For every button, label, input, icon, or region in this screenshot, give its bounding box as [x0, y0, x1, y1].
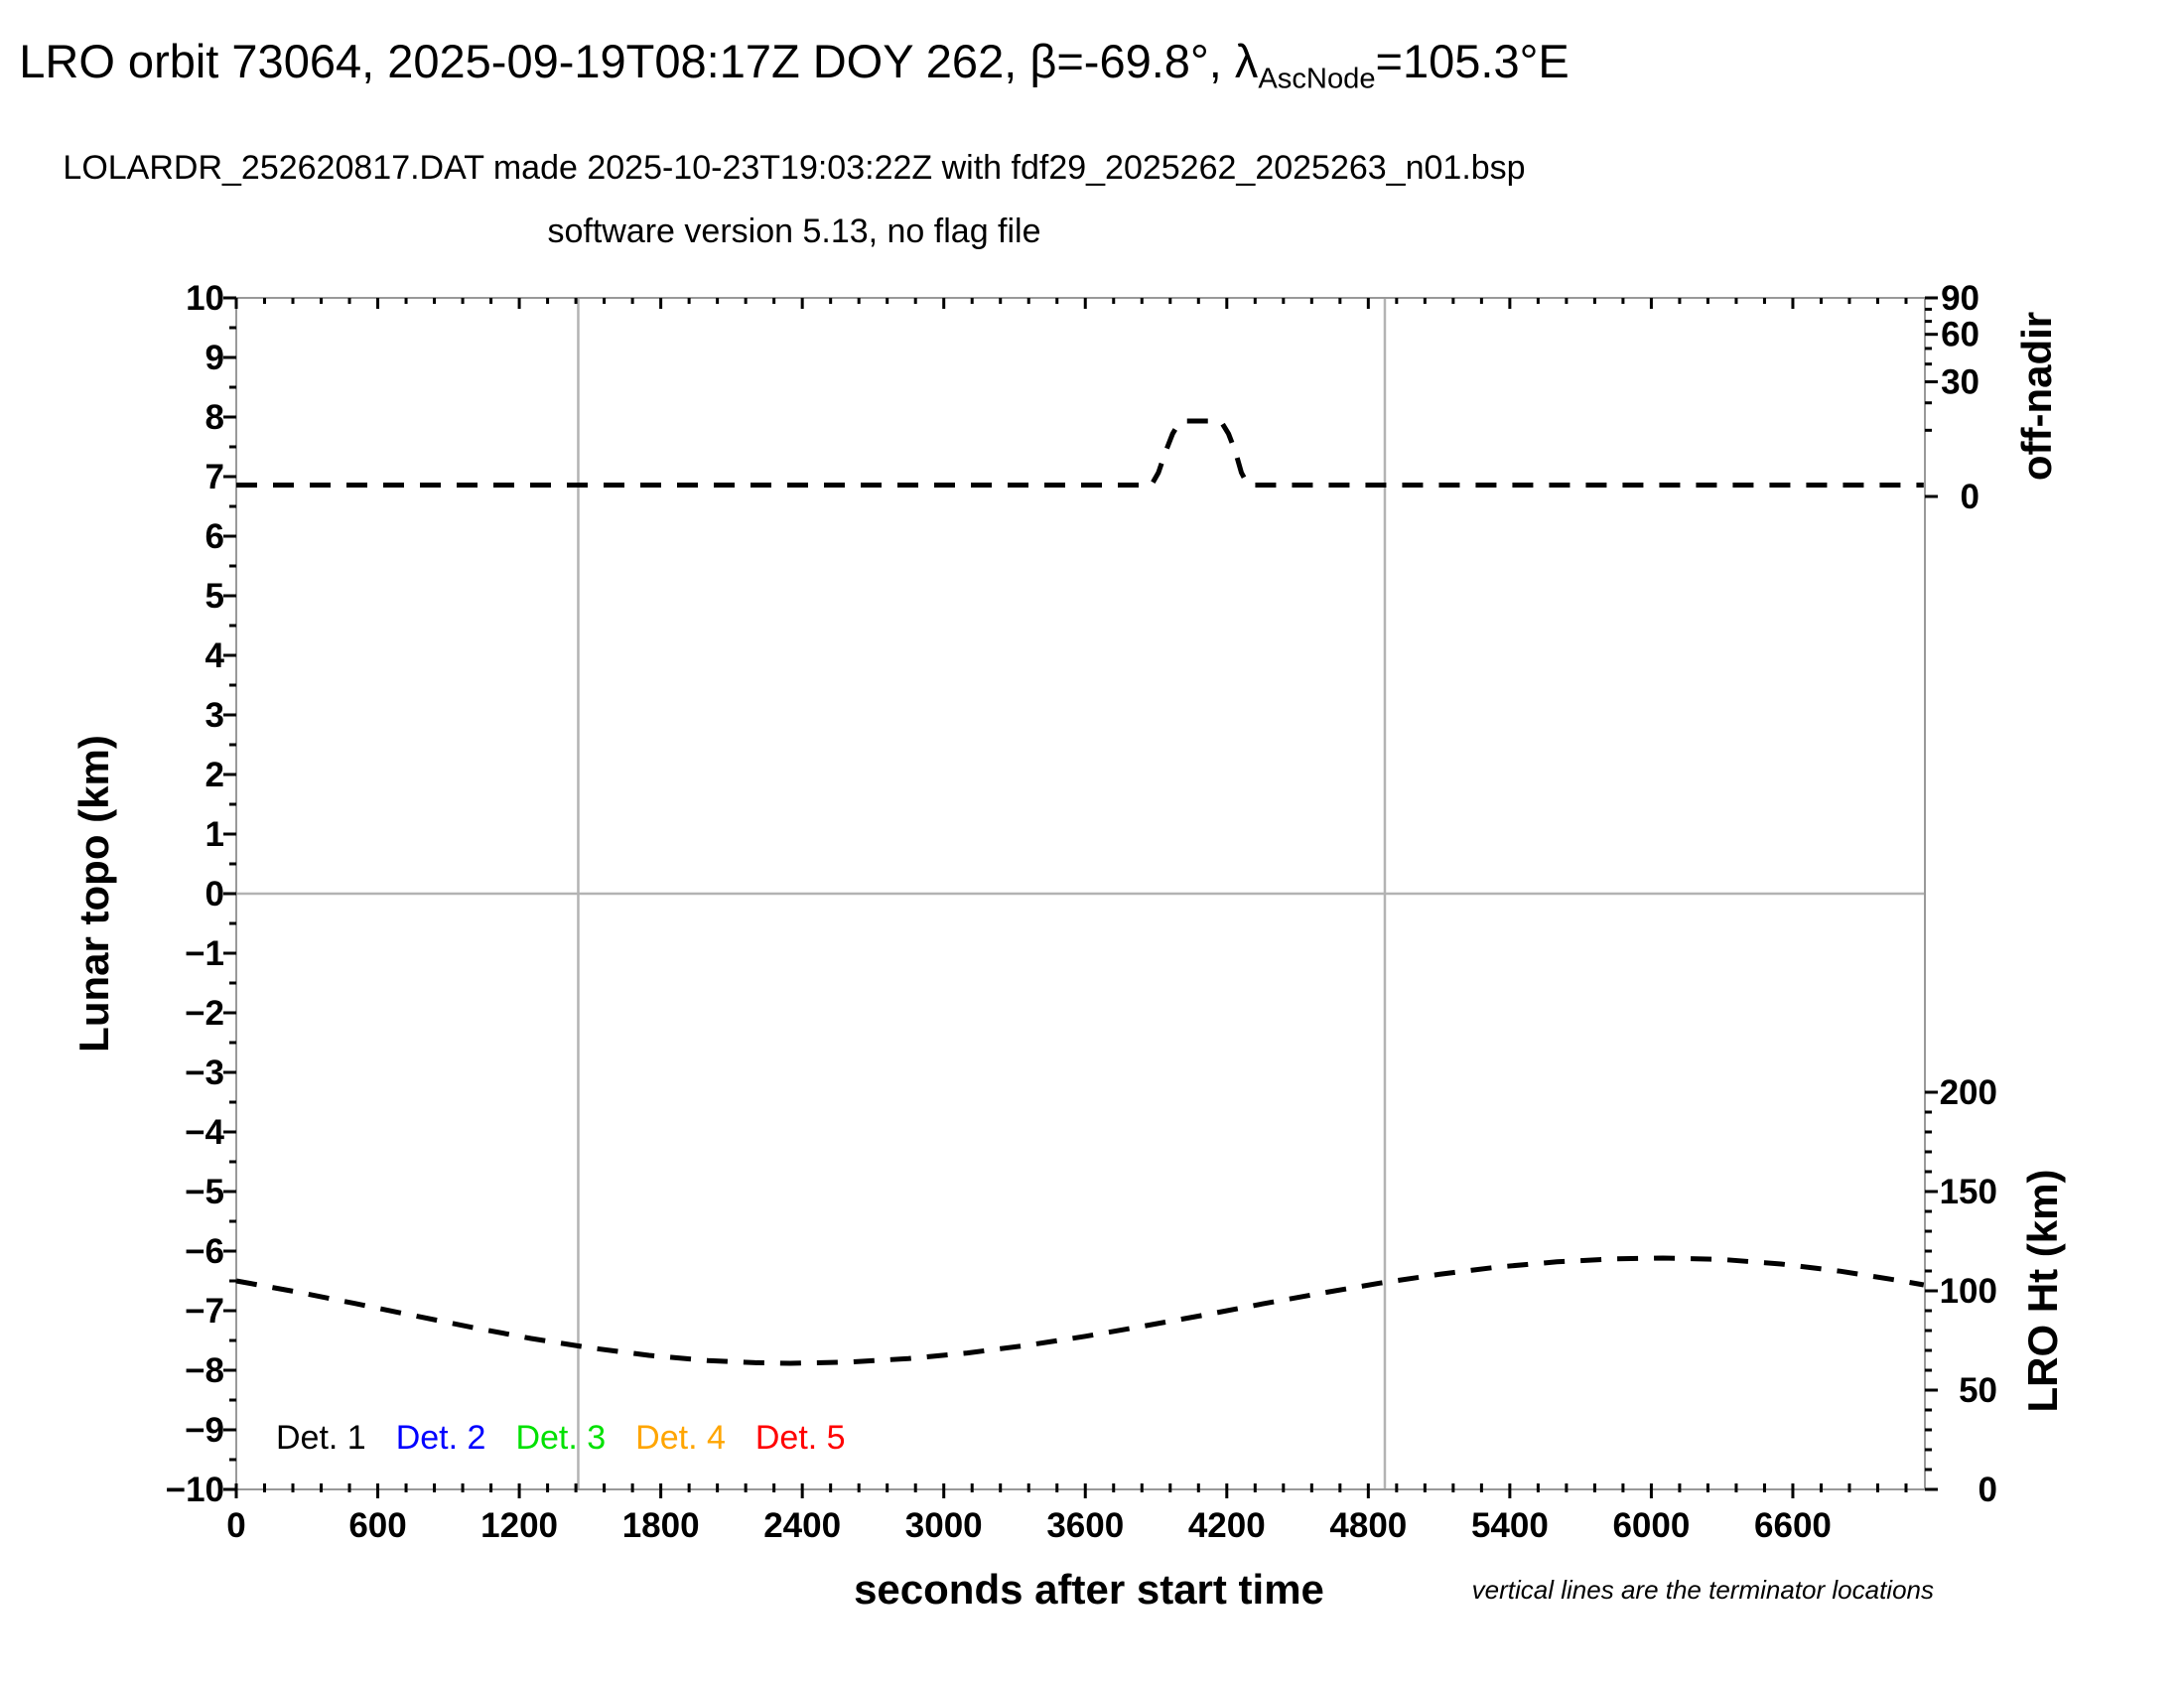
x-tick-label: 6600 [1754, 1506, 1832, 1545]
y-left-tick-label: −6 [185, 1232, 224, 1271]
title-text: LRO orbit 73064, 2025-09-19T08:17Z DOY 2… [19, 35, 1259, 87]
terminator-note: vertical lines are the terminator locati… [1471, 1575, 1934, 1605]
title-subscript: AscNode [1258, 63, 1376, 95]
x-tick-label: 1800 [622, 1506, 700, 1545]
x-tick-label: 4800 [1329, 1506, 1407, 1545]
y-left-tick-label: −8 [185, 1351, 224, 1390]
off-nadir-tick-label: 0 [1961, 478, 1979, 516]
x-tick-label: 3000 [905, 1506, 983, 1545]
lro-height-curve [235, 1255, 1925, 1366]
page-title: LRO orbit 73064, 2025-09-19T08:17Z DOY 2… [0, 34, 1588, 95]
y-axis-title-off-nadir: off-nadir [2013, 311, 2060, 482]
x-tick-label: 4200 [1188, 1506, 1266, 1545]
x-tick-label: 3600 [1046, 1506, 1124, 1545]
y-left-tick-label: 9 [205, 339, 224, 377]
y-left-tick-label: −1 [185, 934, 224, 973]
legend-det-2: Det. 2 [395, 1419, 486, 1457]
y-left-tick-label: −7 [185, 1292, 224, 1331]
legend-det-5: Det. 5 [754, 1419, 846, 1457]
off-nadir-curve [236, 418, 1924, 488]
x-tick-label: 600 [348, 1506, 406, 1545]
lro-ht-tick-label: 50 [1959, 1371, 1997, 1410]
y-axis-title-lunar-topo: Lunar topo (km) [70, 735, 117, 1053]
lro-ht-tick-label: 0 [1979, 1471, 1997, 1509]
x-axis-title: seconds after start time [854, 1566, 1324, 1613]
y-left-tick-label: 8 [205, 398, 224, 437]
off-nadir-tick-label: 90 [1941, 279, 1979, 318]
x-tick-label: 2400 [763, 1506, 841, 1545]
lro-ht-tick-label: 150 [1940, 1173, 1997, 1211]
y-left-tick-label: 3 [205, 696, 224, 735]
x-tick-label: 1200 [480, 1506, 558, 1545]
off-nadir-tick-label: 60 [1941, 316, 1979, 354]
subtitle-filename: LOLARDR_252620817.DAT made 2025-10-23T19… [63, 149, 1526, 187]
y-left-tick-label: 1 [205, 815, 224, 854]
lro-ht-tick-label: 100 [1940, 1272, 1997, 1311]
x-tick-label: 5400 [1471, 1506, 1549, 1545]
y-left-tick-label: 10 [186, 279, 224, 318]
x-tick-label: 0 [226, 1506, 245, 1545]
y-left-tick-label: 5 [205, 577, 224, 616]
y-axis-title-lro-ht: LRO Ht (km) [2019, 1169, 2066, 1413]
y-left-tick-label: −2 [185, 994, 224, 1033]
y-left-tick-label: 7 [205, 458, 224, 496]
y-left-tick-label: 4 [205, 636, 225, 675]
legend-det-3: Det. 3 [515, 1419, 607, 1457]
y-left-tick-label: −3 [185, 1054, 224, 1092]
y-left-tick-label: 0 [205, 875, 224, 914]
detector-legend: Det. 1 Det. 2 Det. 3 Det. 4 Det. 5 [276, 1419, 846, 1458]
title-suffix: =105.3°E [1375, 35, 1570, 87]
x-tick-label: 6000 [1612, 1506, 1690, 1545]
legend-det-4: Det. 4 [635, 1419, 726, 1457]
y-left-tick-label: −5 [185, 1173, 224, 1211]
off-nadir-tick-label: 30 [1941, 363, 1979, 402]
y-left-tick-label: −9 [185, 1411, 224, 1450]
y-left-tick-label: 6 [205, 517, 224, 556]
y-left-tick-label: −4 [185, 1113, 224, 1152]
lro-ht-tick-label: 200 [1940, 1073, 1997, 1112]
subtitle-software-version: software version 5.13, no flag file [547, 212, 1041, 250]
legend-det-1: Det. 1 [276, 1419, 366, 1457]
y-left-tick-label: −10 [166, 1471, 224, 1509]
y-left-tick-label: 2 [205, 756, 224, 794]
